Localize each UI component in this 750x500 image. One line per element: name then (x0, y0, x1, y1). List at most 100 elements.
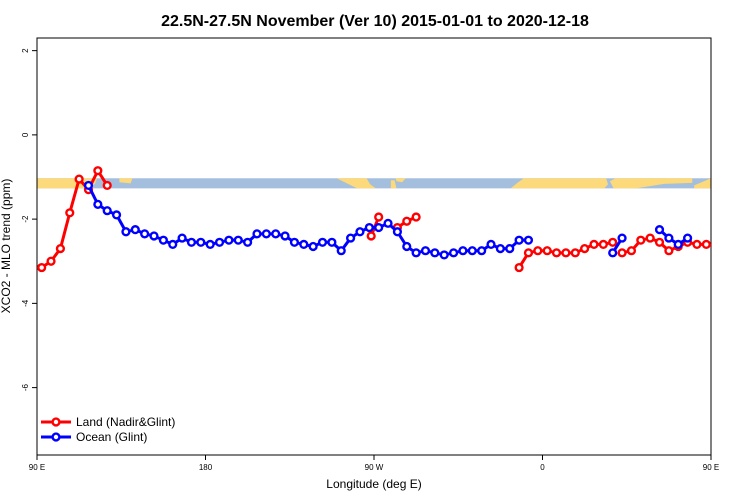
legend-marker (51, 417, 61, 427)
data-point (636, 235, 646, 245)
data-point (505, 244, 515, 254)
data-point (523, 235, 534, 245)
land-shape (694, 178, 711, 189)
data-point (102, 180, 112, 191)
legend-marker (51, 432, 61, 442)
data-point (626, 246, 637, 256)
data-point (617, 233, 627, 243)
data-point (420, 246, 431, 256)
legend-label: Ocean (Glint) (76, 430, 147, 444)
data-point (430, 248, 440, 258)
data-point (682, 233, 693, 243)
data-point (731, 258, 738, 265)
data-point (355, 227, 365, 237)
x-tick-label: 90 E (703, 463, 719, 472)
data-point (280, 231, 290, 241)
legend-label: Land (Nadir&Glint) (76, 415, 175, 429)
x-tick-label: 90 E (29, 463, 45, 472)
data-point (514, 235, 524, 245)
data-point (561, 248, 571, 258)
y-tick-label: -4 (21, 299, 30, 307)
series-line (658, 228, 689, 246)
data-point (467, 246, 477, 256)
data-point (374, 212, 384, 222)
data-point (542, 246, 552, 256)
data-point (589, 239, 599, 249)
data-point (336, 246, 346, 256)
data-point (673, 239, 683, 249)
data-point (722, 264, 729, 271)
y-tick-label: -2 (21, 215, 30, 223)
data-point (654, 237, 665, 247)
data-point (411, 212, 421, 222)
chart-title: 22.5N-27.5N November (Ver 10) 2015-01-01… (161, 13, 589, 30)
data-point (477, 246, 487, 256)
ocean-band (37, 178, 711, 189)
data-point (392, 227, 403, 237)
land-band (37, 178, 711, 189)
y-tick-label: -6 (21, 384, 30, 392)
data-point (495, 244, 505, 254)
data-point (252, 229, 262, 239)
data-point (102, 206, 112, 216)
land-shape (609, 178, 693, 189)
data-point (65, 208, 75, 218)
data-point (177, 233, 187, 243)
y-tick-label: 2 (21, 48, 30, 53)
data-point (712, 243, 719, 250)
data-point (523, 248, 534, 258)
data-point (111, 210, 122, 220)
data-point (514, 262, 524, 273)
land-shape (390, 180, 397, 189)
x-tick-label: 0 (540, 463, 545, 472)
data-point (186, 237, 197, 247)
data-point (74, 174, 84, 184)
data-point (364, 222, 374, 233)
plot-frame (36, 37, 712, 456)
data-point (551, 248, 562, 258)
land-shape (119, 178, 133, 184)
data-point (214, 237, 225, 247)
data-point (608, 248, 618, 258)
data-point (327, 237, 337, 247)
data-point (37, 262, 47, 273)
data-point (664, 246, 674, 256)
data-point (664, 233, 674, 243)
y-tick-label: 0 (21, 132, 30, 137)
y-axis-label: XCO2 - MLO trend (ppm) (0, 179, 13, 314)
data-point (402, 216, 412, 226)
data-point (308, 241, 318, 252)
data-point (149, 231, 159, 241)
data-point (93, 166, 103, 176)
data-point (83, 180, 94, 191)
data-point (130, 225, 140, 235)
data-point (570, 248, 580, 258)
data-point (271, 229, 281, 239)
land-shape (395, 178, 406, 183)
data-point (374, 222, 384, 233)
series-line (87, 184, 529, 257)
data-point (645, 233, 655, 243)
data-point (598, 239, 608, 249)
data-point (608, 237, 618, 247)
data-point (205, 239, 215, 249)
data-point (261, 229, 271, 239)
data-point (411, 248, 421, 258)
series-ocean (83, 180, 693, 260)
data-point (345, 233, 356, 243)
data-point (366, 231, 376, 241)
data-point (168, 239, 178, 249)
data-point (233, 235, 243, 245)
data-point (46, 256, 56, 266)
data-point (701, 239, 711, 249)
data-point (121, 227, 131, 237)
data-point (448, 248, 459, 258)
data-point (299, 239, 309, 249)
data-point (580, 244, 590, 254)
data-point (439, 250, 449, 260)
plot-area (37, 166, 738, 273)
data-point (692, 239, 702, 249)
data-point (402, 241, 412, 252)
